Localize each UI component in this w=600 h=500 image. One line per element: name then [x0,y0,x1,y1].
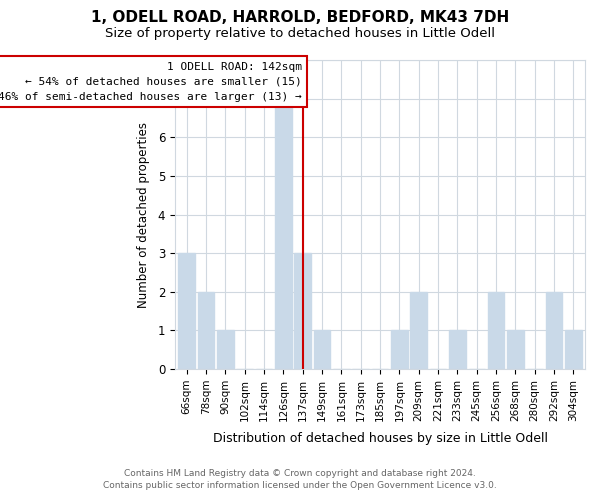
X-axis label: Distribution of detached houses by size in Little Odell: Distribution of detached houses by size … [212,432,548,445]
Text: 1, ODELL ROAD, HARROLD, BEDFORD, MK43 7DH: 1, ODELL ROAD, HARROLD, BEDFORD, MK43 7D… [91,10,509,25]
Bar [449,330,466,369]
Bar [507,330,524,369]
Bar [314,330,330,369]
Bar [391,330,407,369]
Text: Contains HM Land Registry data © Crown copyright and database right 2024.
Contai: Contains HM Land Registry data © Crown c… [103,468,497,490]
Bar [410,292,427,369]
Text: 1 ODELL ROAD: 142sqm
← 54% of detached houses are smaller (15)
46% of semi-detac: 1 ODELL ROAD: 142sqm ← 54% of detached h… [0,62,302,102]
Bar [275,98,292,369]
Text: Size of property relative to detached houses in Little Odell: Size of property relative to detached ho… [105,28,495,40]
Bar [565,330,581,369]
Bar [295,253,311,369]
Bar [546,292,562,369]
Bar [198,292,214,369]
Bar [488,292,504,369]
Y-axis label: Number of detached properties: Number of detached properties [137,122,149,308]
Bar [217,330,233,369]
Bar [178,253,195,369]
